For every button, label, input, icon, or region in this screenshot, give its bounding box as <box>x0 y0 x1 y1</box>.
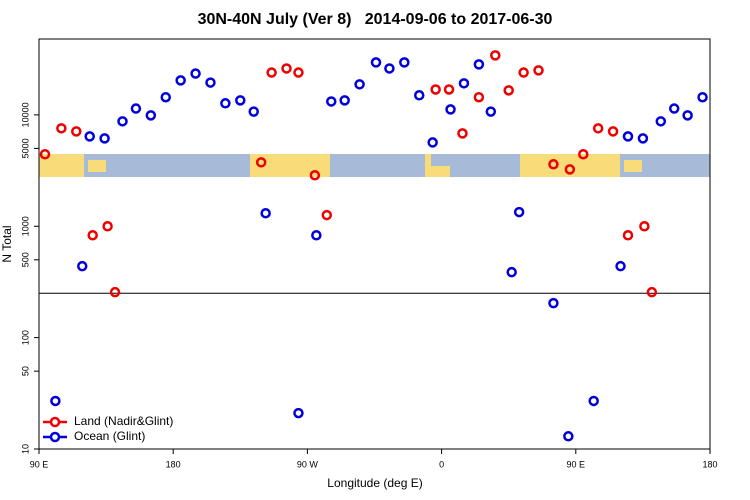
point <box>384 63 395 74</box>
point <box>87 230 98 241</box>
point <box>205 77 216 88</box>
point <box>457 128 468 139</box>
y-tick-label: 50 <box>20 366 30 376</box>
point <box>473 91 485 103</box>
point <box>56 123 67 134</box>
point <box>607 126 619 137</box>
y-tick-label: 1000 <box>20 216 30 236</box>
point <box>50 395 61 407</box>
y-tick-label: 100 <box>20 330 30 345</box>
point <box>190 68 201 79</box>
point <box>309 170 321 181</box>
point <box>443 84 455 95</box>
point <box>109 286 121 298</box>
point <box>354 79 365 90</box>
point <box>427 137 438 148</box>
point <box>99 133 110 144</box>
y-axis-label: N Total <box>0 225 14 262</box>
y-tick-label: 5000 <box>20 138 30 158</box>
x-tick-label: 0 <box>439 459 444 469</box>
point <box>445 104 456 115</box>
point <box>370 57 382 68</box>
point <box>655 116 667 127</box>
point <box>578 149 589 160</box>
point <box>637 133 649 144</box>
point <box>615 260 626 272</box>
point <box>548 297 559 309</box>
point <box>622 230 634 241</box>
point <box>235 95 246 106</box>
point <box>293 407 304 419</box>
point <box>588 395 599 407</box>
point <box>697 91 708 103</box>
point <box>548 159 559 170</box>
x-tick-label: 90 W <box>297 459 319 469</box>
point <box>682 110 693 121</box>
point <box>117 116 128 127</box>
point <box>84 131 95 142</box>
x-tick-label: 90 E <box>30 459 49 469</box>
point <box>473 59 485 70</box>
point <box>430 84 441 95</box>
point <box>102 220 113 232</box>
point <box>76 260 88 272</box>
point <box>564 164 576 175</box>
legend-label: Ocean (Glint) <box>74 429 145 443</box>
point <box>513 206 525 218</box>
point <box>646 286 658 298</box>
point <box>281 63 292 74</box>
map-strip <box>39 154 710 177</box>
point <box>311 230 322 241</box>
point <box>490 50 501 61</box>
x-tick-label: 180 <box>166 459 181 469</box>
point <box>518 67 529 78</box>
point <box>622 131 634 142</box>
legend-label: Land (Nadir&Glint) <box>74 414 173 428</box>
point <box>639 220 650 232</box>
x-tick-label: 90 E <box>567 459 586 469</box>
point <box>160 91 171 103</box>
plot-frame <box>38 38 711 450</box>
point <box>339 95 350 106</box>
chart-title: 30N-40N July (Ver 8) 2014-09-06 to 2017-… <box>198 11 553 28</box>
y-tick-label: 10 <box>20 444 30 454</box>
legend-marker <box>49 431 61 443</box>
point <box>458 78 470 89</box>
point <box>130 103 142 114</box>
point <box>255 157 267 168</box>
point <box>326 96 337 107</box>
point <box>175 75 186 86</box>
y-tick-label: 10000 <box>20 102 30 127</box>
x-tick-label: 180 <box>702 459 717 469</box>
point <box>563 431 574 442</box>
point <box>145 110 157 121</box>
x-axis-label: Longitude (deg E) <box>327 476 422 490</box>
point <box>485 106 497 117</box>
y-tick-label: 500 <box>20 252 30 267</box>
point <box>248 106 259 117</box>
point <box>220 98 231 109</box>
legend-marker <box>49 416 61 428</box>
point <box>266 67 277 78</box>
point <box>260 207 271 219</box>
point <box>293 67 304 78</box>
point <box>668 103 680 114</box>
point <box>533 65 544 76</box>
point <box>71 126 82 137</box>
point <box>592 123 604 134</box>
point <box>39 149 51 160</box>
point <box>321 209 333 221</box>
point <box>506 266 517 278</box>
point <box>503 85 514 96</box>
point <box>399 57 410 68</box>
point <box>413 90 425 101</box>
